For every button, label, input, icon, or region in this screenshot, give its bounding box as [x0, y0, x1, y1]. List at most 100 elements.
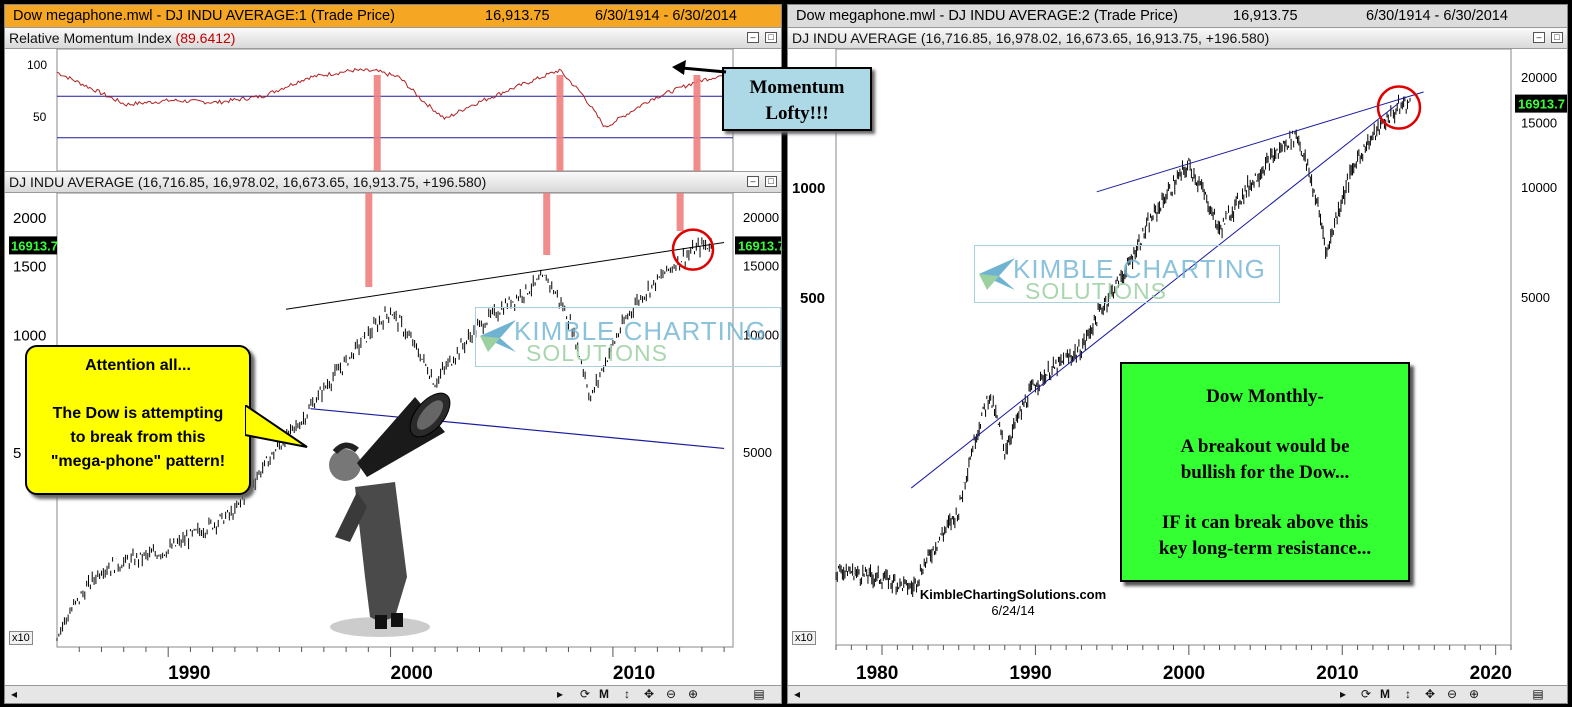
pan-icon[interactable]: ✥ — [1424, 687, 1436, 701]
scale-multiplier: x10 — [9, 631, 33, 645]
left-chart-window: Dow megaphone.mwl - DJ INDU AVERAGE:1 (T… — [4, 4, 782, 704]
right-tick-label: 15000 — [743, 259, 779, 274]
maximize-icon[interactable]: □ — [765, 32, 777, 43]
rmi-highlight-bar — [556, 75, 564, 171]
price-highlight-bar — [676, 193, 684, 231]
scroll-left-button[interactable]: ◂ — [10, 687, 18, 701]
minimize-icon[interactable]: – — [1533, 32, 1545, 43]
refresh-icon[interactable]: ⟳ — [1360, 687, 1372, 701]
rmi-highlight-bar — [373, 75, 381, 171]
left-window-titlebar[interactable]: Dow megaphone.mwl - DJ INDU AVERAGE:1 (T… — [5, 5, 781, 27]
watermark-line2: SOLUTIONS — [526, 340, 668, 366]
pan-icon[interactable]: ✥ — [643, 687, 655, 701]
last-price-badge-left-text: 16913.7 — [11, 238, 58, 253]
rmi-label: Relative Momentum Index — [9, 30, 172, 46]
right-right-tick: 15000 — [1521, 116, 1557, 131]
right-right-tick: 20000 — [1521, 70, 1557, 85]
zoom-out-icon[interactable]: ⊖ — [665, 687, 677, 701]
right-x-tick-label: 2020 — [1470, 663, 1512, 684]
green-line-1: Dow Monthly- — [1206, 386, 1324, 407]
maximize-icon[interactable]: □ — [1551, 32, 1563, 43]
callout-line-1: Attention all... — [85, 357, 191, 374]
right-watermark-line1: KIMBLE CHARTING — [1013, 254, 1266, 284]
kimble-logo-icon — [979, 258, 1015, 290]
rmi-pane-header[interactable]: Relative Momentum Index (89.6412) – □ — [5, 27, 781, 49]
right-watermark-line2: SOLUTIONS — [1025, 278, 1167, 304]
momentum-lofty-box: Momentum Lofty!!! — [722, 67, 872, 131]
zoom-in-icon[interactable]: ⊕ — [687, 687, 699, 701]
zoom-out-icon[interactable]: ⊖ — [1446, 687, 1458, 701]
right-window-price: 16,913.75 — [1233, 8, 1298, 24]
lower-trendline — [310, 408, 725, 450]
dow-monthly-box: Dow Monthly- A breakout would be bullish… — [1120, 362, 1410, 582]
rmi-tick-100: 100 — [27, 58, 47, 72]
green-line-3: bullish for the Dow... — [1180, 462, 1350, 483]
left-window-range: 6/30/1914 - 6/30/2014 — [595, 8, 737, 24]
left-tick-label: 1500 — [13, 259, 46, 276]
right-x-tick-label: 1980 — [856, 663, 898, 684]
right-left-tick: 500 — [800, 290, 825, 307]
refresh-icon[interactable]: ⟳ — [579, 687, 591, 701]
maximize-icon[interactable]: □ — [765, 176, 777, 187]
right-window-title: Dow megaphone.mwl - DJ INDU AVERAGE:2 (T… — [796, 8, 1178, 24]
momentum-line-1: Momentum — [749, 77, 845, 98]
list-icon[interactable]: ▤ — [1532, 687, 1544, 701]
callout-line-4: "mega-phone" pattern! — [50, 453, 226, 470]
right-left-tick: 1000 — [792, 180, 825, 197]
zoom-in-icon[interactable]: ⊕ — [1468, 687, 1480, 701]
right-tick-label: 10000 — [743, 327, 779, 342]
callout-line-2: The Dow is attempting — [52, 405, 224, 422]
right-tick-label: 20000 — [743, 210, 779, 225]
minimize-icon[interactable]: – — [747, 176, 759, 187]
momentum-arrow — [672, 60, 727, 75]
callout-pointer — [245, 405, 308, 448]
right-price-pane-label: DJ INDU AVERAGE (16,716.85, 16,978.02, 1… — [792, 30, 1270, 46]
source-site: KimbleChartingSolutions.com — [919, 587, 1107, 602]
right-right-tick: 10000 — [1521, 180, 1557, 195]
scroll-right-button[interactable]: ▸ — [1339, 687, 1347, 701]
watermark-line1: KIMBLE CHARTING — [514, 316, 767, 346]
rmi-highlight-bar — [693, 75, 701, 171]
rmi-chart: 100 50 — [27, 49, 734, 171]
right-scale-multiplier: x10 — [792, 631, 816, 645]
breakout-circle — [671, 228, 715, 271]
right-window-range: 6/30/1914 - 6/30/2014 — [1366, 8, 1508, 24]
vertical-scale-icon[interactable]: ↕ — [624, 687, 630, 701]
m-button[interactable]: M — [599, 687, 609, 701]
left-window-title: Dow megaphone.mwl - DJ INDU AVERAGE:1 (T… — [13, 8, 395, 24]
right-chart-window: Dow megaphone.mwl - DJ INDU AVERAGE:2 (T… — [787, 4, 1568, 704]
right-price-pane-header[interactable]: DJ INDU AVERAGE (16,716.85, 16,978.02, 1… — [788, 27, 1567, 49]
right-window-titlebar[interactable]: Dow megaphone.mwl - DJ INDU AVERAGE:2 (T… — [788, 5, 1567, 27]
scroll-left-button[interactable]: ◂ — [793, 687, 801, 701]
last-price-badge-right — [735, 236, 781, 255]
callout-line-3: to break from this — [70, 429, 206, 446]
rmi-plot-area — [56, 49, 734, 171]
source-date: 6/24/14 — [991, 603, 1035, 618]
right-x-tick-label: 2000 — [1163, 663, 1205, 684]
price-pane-header[interactable]: DJ INDU AVERAGE (16,716.85, 16,978.02, 1… — [5, 171, 781, 193]
right-breakout-circle — [1376, 85, 1422, 130]
right-price-series — [835, 94, 1411, 598]
last-price-badge-left — [9, 236, 57, 255]
left-bottom-toolbar: ◂ ▸ ⟳ M ↕ ✥ ⊖ ⊕ ▤ — [5, 685, 781, 703]
watermark-box: KIMBLE CHARTING SOLUTIONS — [475, 307, 781, 367]
minimize-icon[interactable]: – — [747, 32, 759, 43]
list-icon[interactable]: ▤ — [753, 687, 765, 701]
right-bottom-toolbar: ◂ ▸ ⟳ M ↕ ✥ ⊖ ⊕ ▤ — [788, 685, 1567, 703]
x-tick-label: 2010 — [613, 663, 655, 684]
scroll-right-button[interactable]: ▸ — [556, 687, 564, 701]
right-watermark-box: KIMBLE CHARTING SOLUTIONS — [974, 245, 1280, 304]
megaphone-callout: Attention all... The Dow is attempting t… — [25, 345, 251, 495]
green-line-4: IF it can break above this — [1161, 512, 1369, 533]
upper-trendline — [285, 242, 725, 310]
vertical-scale-icon[interactable]: ↕ — [1405, 687, 1411, 701]
kimble-logo-icon — [480, 320, 516, 352]
price-highlight-bar — [543, 193, 551, 255]
last-price-badge-right-text: 16913.7 — [738, 238, 782, 253]
right-rising-trendline — [910, 102, 1400, 489]
m-button[interactable]: M — [1380, 687, 1390, 701]
left-tick-label: 1000 — [13, 327, 46, 344]
green-line-2: A breakout would be — [1180, 436, 1350, 457]
x-tick-label: 1990 — [168, 663, 210, 684]
green-line-5: key long-term resistance... — [1158, 538, 1372, 559]
